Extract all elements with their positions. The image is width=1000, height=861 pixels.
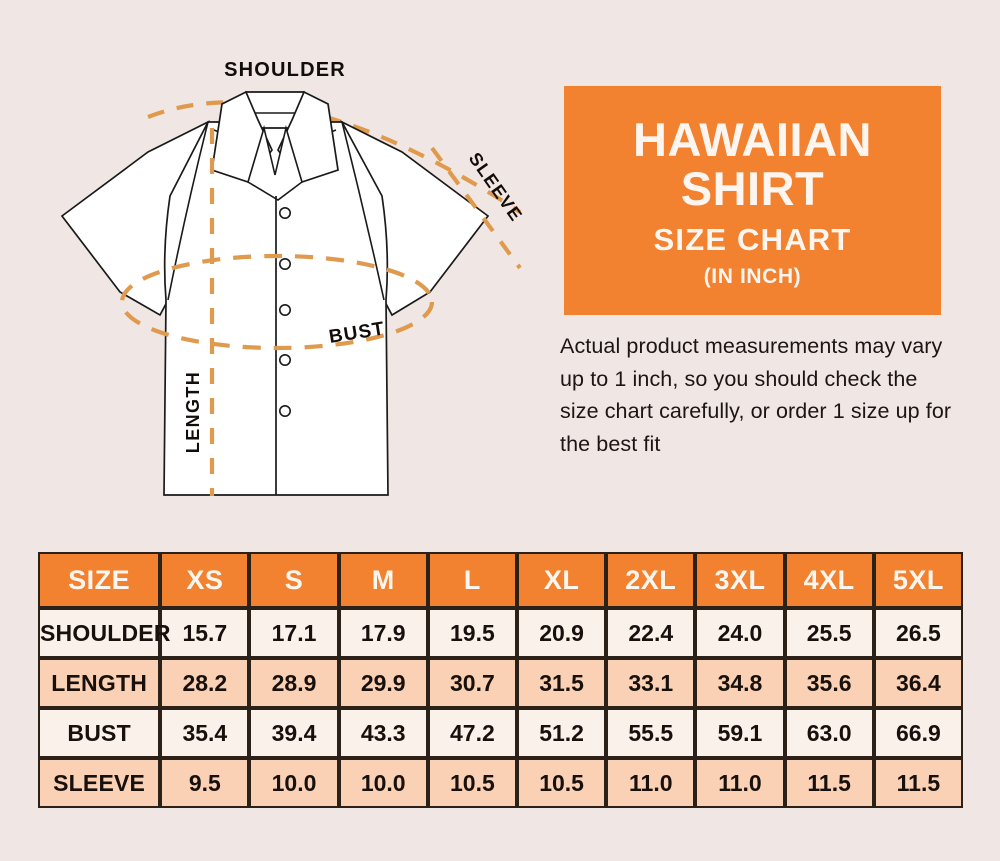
cell-bust-4xl: 63.0 xyxy=(784,708,874,758)
shirt-illustration: SHOULDER SLEEVE BUST LENGTH xyxy=(0,0,550,530)
sleeve-guide-line xyxy=(430,146,522,270)
cell-shoulder-3xl: 24.0 xyxy=(695,608,785,658)
header-cell-5xl: 5XL xyxy=(873,552,963,608)
cell-shoulder-5xl: 26.5 xyxy=(873,608,963,658)
cell-bust-s: 39.4 xyxy=(249,708,339,758)
row-label-sleeve: SLEEVE xyxy=(38,758,161,808)
header-cell-4xl: 4XL xyxy=(784,552,874,608)
title-unit: (IN INCH) xyxy=(703,265,802,289)
header-cell-l: L xyxy=(427,552,517,608)
header-cell-3xl: 3XL xyxy=(695,552,785,608)
header-cell-m: M xyxy=(338,552,428,608)
cell-bust-xl: 51.2 xyxy=(517,708,607,758)
title-block: HAWAIIAN SHIRT SIZE CHART (IN INCH) xyxy=(564,86,941,315)
shirt-button-2 xyxy=(278,257,291,270)
size-table: SIZE XS S M L XL 2XL 3XL 4XL 5XL SHOULDE… xyxy=(38,552,963,808)
cell-sleeve-2xl: 11.0 xyxy=(606,758,696,808)
shirt-button-4 xyxy=(278,353,291,366)
row-label-shoulder: SHOULDER xyxy=(38,608,170,658)
cell-length-4xl: 35.6 xyxy=(784,658,874,708)
header-cell-2xl: 2XL xyxy=(606,552,696,608)
table-header-row: SIZE XS S M L XL 2XL 3XL 4XL 5XL xyxy=(38,552,963,608)
cell-sleeve-5xl: 11.5 xyxy=(873,758,963,808)
header-cell-size: SIZE xyxy=(38,552,161,608)
header-cell-xl: XL xyxy=(517,552,607,608)
cell-sleeve-l: 10.5 xyxy=(427,758,517,808)
cell-length-3xl: 34.8 xyxy=(695,658,785,708)
cell-sleeve-m: 10.0 xyxy=(338,758,428,808)
title-line-2: SHIRT xyxy=(680,161,825,215)
cell-length-s: 28.9 xyxy=(249,658,339,708)
row-label-bust: BUST xyxy=(38,708,161,758)
shoulder-label: SHOULDER xyxy=(224,59,346,81)
shirt-button-1 xyxy=(278,207,291,220)
length-label: LENGTH xyxy=(183,371,203,453)
cell-bust-xs: 35.4 xyxy=(160,708,250,758)
shirt-left-armhole-seam xyxy=(167,121,209,301)
cell-shoulder-m: 17.9 xyxy=(338,608,428,658)
description-text: Actual product measurements may vary up … xyxy=(560,334,952,457)
cell-length-m: 29.9 xyxy=(338,658,428,708)
header-cell-s: S xyxy=(249,552,339,608)
cell-shoulder-s: 17.1 xyxy=(249,608,339,658)
cell-length-l: 30.7 xyxy=(427,658,517,708)
shirt-right-armhole-seam xyxy=(341,121,385,301)
table-row: SHOULDER 15.7 17.1 17.9 19.5 20.9 22.4 2… xyxy=(38,608,963,658)
cell-length-xl: 31.5 xyxy=(517,658,607,708)
title-subtitle: SIZE CHART xyxy=(653,222,852,258)
cell-length-xs: 28.2 xyxy=(160,658,250,708)
bust-guide-line xyxy=(119,253,435,351)
cell-sleeve-4xl: 11.5 xyxy=(784,758,874,808)
cell-length-2xl: 33.1 xyxy=(606,658,696,708)
shirt-neckline xyxy=(247,124,303,201)
table-row: BUST 35.4 39.4 43.3 47.2 51.2 55.5 59.1 … xyxy=(38,708,963,758)
title-line-1: HAWAIIAN xyxy=(633,112,872,166)
cell-sleeve-xs: 9.5 xyxy=(160,758,250,808)
row-label-length: LENGTH xyxy=(38,658,161,708)
cell-shoulder-xl: 20.9 xyxy=(517,608,607,658)
cell-bust-l: 47.2 xyxy=(427,708,517,758)
cell-bust-5xl: 66.9 xyxy=(873,708,963,758)
cell-bust-3xl: 59.1 xyxy=(695,708,785,758)
cell-sleeve-s: 10.0 xyxy=(249,758,339,808)
cell-shoulder-xs: 15.7 xyxy=(160,608,250,658)
header-cell-xs: XS xyxy=(160,552,250,608)
cell-shoulder-4xl: 25.5 xyxy=(784,608,874,658)
cell-length-5xl: 36.4 xyxy=(873,658,963,708)
shirt-button-3 xyxy=(278,303,291,316)
cell-sleeve-xl: 10.5 xyxy=(517,758,607,808)
size-table-container: SIZE XS S M L XL 2XL 3XL 4XL 5XL SHOULDE… xyxy=(38,552,963,808)
table-row: SLEEVE 9.5 10.0 10.0 10.5 10.5 11.0 11.0… xyxy=(38,758,963,808)
table-row: LENGTH 28.2 28.9 29.9 30.7 31.5 33.1 34.… xyxy=(38,658,963,708)
cell-shoulder-2xl: 22.4 xyxy=(606,608,696,658)
cell-bust-2xl: 55.5 xyxy=(606,708,696,758)
shirt-button-5 xyxy=(278,404,291,417)
cell-sleeve-3xl: 11.0 xyxy=(695,758,785,808)
cell-shoulder-l: 19.5 xyxy=(427,608,517,658)
cell-bust-m: 43.3 xyxy=(338,708,428,758)
